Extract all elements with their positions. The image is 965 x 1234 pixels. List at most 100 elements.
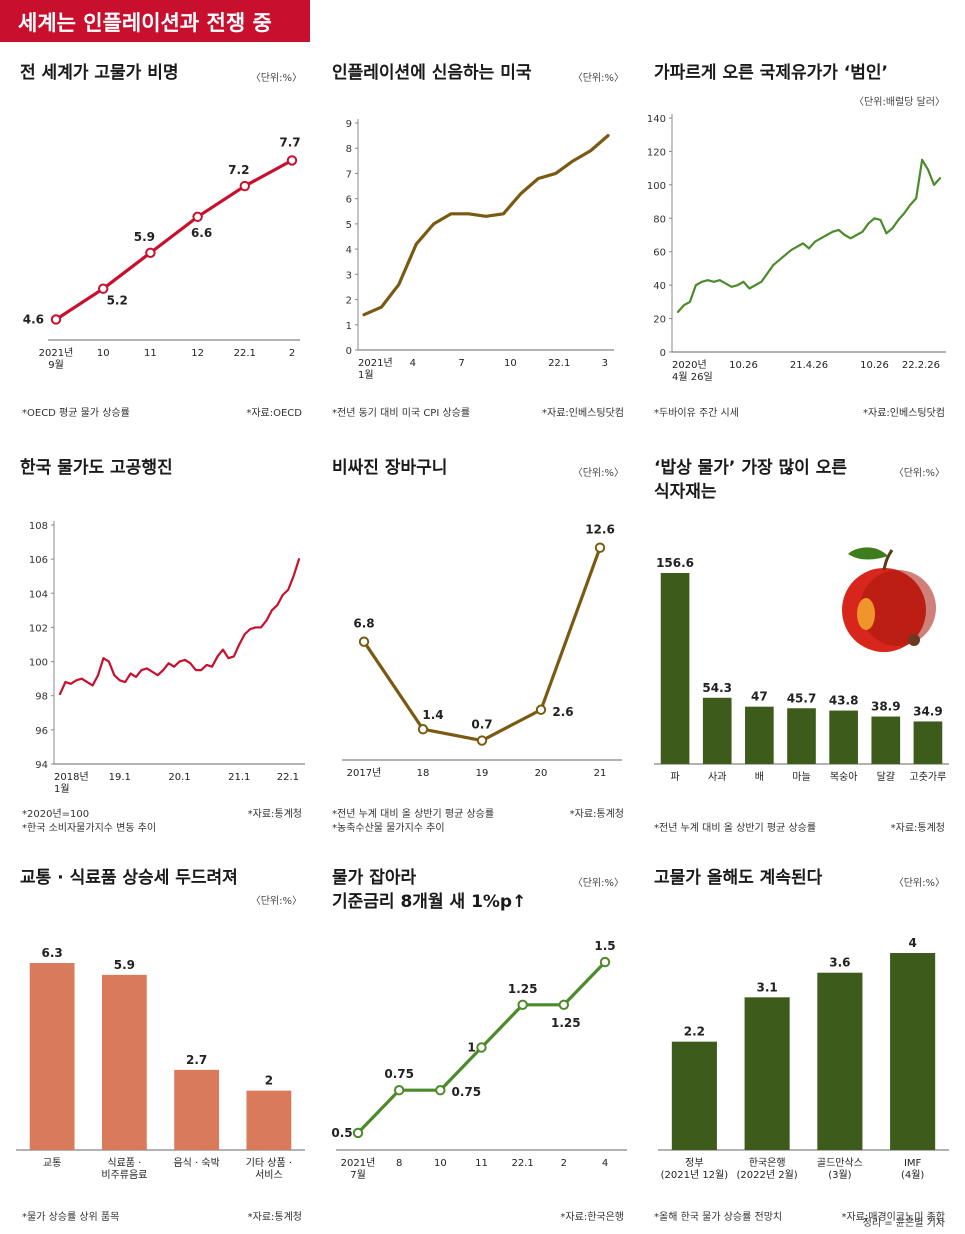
x-tick-label: 19.1 (109, 772, 131, 783)
chart-title: 전 세계가 고물가 비명 (20, 63, 179, 83)
bar-value-label: 34.9 (913, 704, 943, 718)
bar (246, 1090, 292, 1150)
chart-source: *자료:한국은행 (560, 1212, 624, 1223)
chart-title: 비싸진 장바구니 (332, 458, 448, 478)
bar (787, 708, 816, 764)
bar-value-label: 38.9 (871, 700, 901, 714)
chart-svg: 0 1 2 3 4 5 6 7 8 9 2021년 1월 4 7 10 22.1 3 (346, 119, 614, 381)
category-label: 달걀 (877, 770, 895, 783)
y-tick-label: 9 (346, 119, 352, 130)
y-tick-label: 102 (29, 623, 48, 634)
x-tick-label: 2018년 1월 (54, 771, 89, 795)
bar-value-label: 54.3 (702, 681, 732, 695)
x-tick-label: 3 (602, 358, 608, 369)
data-value-label: 4.6 (23, 312, 44, 326)
y-tick-label: 100 (29, 658, 48, 669)
bar (744, 997, 790, 1150)
bar (817, 972, 863, 1150)
series-line (362, 134, 610, 317)
chart-source: *자료:매경이코노미 종합 (841, 1212, 945, 1223)
x-tick-label: 22.1 (512, 1158, 534, 1169)
chart-unit: 〈단위:%〉 (250, 896, 302, 907)
data-point (352, 1127, 364, 1139)
x-tick-label: 20.1 (168, 772, 190, 783)
chart-unit: 〈단위:%〉 (572, 468, 624, 479)
x-tick-label: 11 (144, 348, 157, 359)
x-tick-label: 10.26 (860, 360, 889, 371)
data-point (286, 155, 298, 166)
y-tick-label: 104 (29, 589, 48, 600)
y-tick-label: 2 (346, 296, 352, 307)
y-tick-label: 108 (29, 521, 48, 532)
x-tick-label: 21.4.26 (790, 360, 828, 371)
y-tick-label: 80 (653, 214, 666, 225)
y-tick-label: 0 (346, 346, 352, 357)
category-label: 음식 · 숙박 (173, 1157, 219, 1169)
chart-unit: 〈단위:%〉 (893, 878, 945, 889)
chart-title: ‘밥상 물가’ 가장 많이 오른 식자재는 (654, 458, 847, 502)
chart-unit: 〈단위:배럴당 달러〉 (854, 97, 945, 108)
bar-value-label: 47 (751, 690, 768, 704)
data-point (594, 542, 606, 553)
chart-footnote: *올해 한국 물가 상승률 전망치 (654, 1212, 783, 1223)
x-tick-label: 2 (289, 348, 295, 359)
chart-source: *자료:인베스팅닷컴 (863, 408, 945, 419)
chart-footnote: *물가 상승률 상위 품목 (22, 1212, 120, 1223)
data-point (476, 735, 488, 746)
x-tick-label: 12 (191, 348, 204, 359)
bar-value-label: 156.6 (656, 556, 694, 570)
x-tick-label: 7 (458, 358, 464, 369)
data-point (358, 636, 370, 647)
x-tick-label: 8 (396, 1158, 402, 1169)
data-point (417, 724, 429, 735)
chart-unit: 〈단위:%〉 (250, 73, 302, 84)
y-tick-label: 5 (346, 220, 352, 231)
y-tick-label: 6 (346, 195, 352, 206)
category-label: 골드만삭스 (3월) (817, 1157, 863, 1181)
chart-title: 인플레이션에 신음하는 미국 (332, 63, 532, 83)
y-tick-label: 100 (647, 181, 666, 192)
data-point (599, 956, 611, 968)
bar (871, 716, 901, 764)
bar-value-label: 43.8 (829, 694, 859, 708)
data-value-label: 1.5 (594, 939, 615, 953)
bar (660, 573, 690, 764)
bar-value-label: 2.2 (684, 1025, 705, 1039)
x-tick-label: 2021년 7월 (341, 1157, 376, 1181)
data-point (517, 999, 528, 1010)
bar-value-label: 3.6 (829, 956, 850, 970)
chart-title: 고물가 올해도 계속된다 (654, 868, 823, 888)
y-tick-label: 8 (346, 144, 352, 155)
category-label: 복숭아 (830, 771, 858, 783)
chart-title: 교통 · 식료품 상승세 두드려져 (20, 868, 238, 888)
category-label: 교통 (43, 1157, 61, 1169)
data-point (145, 247, 156, 258)
data-value-label: 6.8 (353, 617, 374, 631)
chart-panel-5: 비싸진 장바구니 〈단위:%〉 *전년 누계 대비 올 상반기 평균 상승률 *농축수… (322, 440, 644, 845)
y-tick-label: 140 (647, 114, 666, 125)
bar (101, 974, 147, 1150)
chart-svg: 156.6 파 54.3 사과 47 배 45.7 마늘 43.8 복숭아 38.9 달걀 34.9 고춧… (654, 547, 949, 783)
data-value-label: 5.9 (134, 230, 155, 244)
data-value-label: 1.4 (422, 708, 443, 722)
chart-title: 가파르게 오른 국제유가가 ‘범인’ (654, 63, 888, 83)
series-line (58, 558, 301, 696)
chart-footnote: *전년 동기 대비 미국 CPI 상승률 (332, 408, 471, 419)
x-tick-label: 22.1 (548, 358, 570, 369)
category-label: 고춧가루 (910, 771, 947, 783)
chart-panel-6: ‘밥상 물가’ 가장 많이 오른 식자재는 〈단위:%〉 *전년 누계 대비 올 상… (644, 440, 965, 845)
bar (913, 721, 943, 764)
series-line (676, 158, 942, 313)
bar (702, 697, 732, 764)
apple-icon (842, 547, 936, 652)
data-point (435, 1085, 446, 1096)
y-tick-label: 98 (35, 692, 48, 703)
data-point (393, 1085, 405, 1096)
chart-svg: 2021년 9월 10 11 12 22.1 2 4.6 5.2 5.9 6.6 7.2 7.7 (23, 135, 301, 371)
chart-source: *자료:통계청 (247, 809, 302, 820)
chart-source: *자료:통계청 (569, 809, 624, 820)
x-tick-label: 2 (561, 1158, 567, 1169)
chart-footnote: *OECD 평균 물가 상승률 (22, 408, 130, 419)
chart-title: 한국 물가도 고공행진 (20, 458, 173, 478)
headline-text: 세계는 인플레이션과 전쟁 중 (18, 11, 272, 35)
